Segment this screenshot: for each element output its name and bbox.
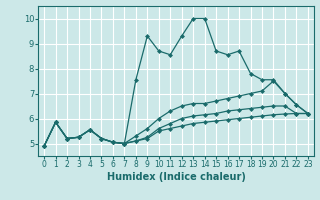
X-axis label: Humidex (Indice chaleur): Humidex (Indice chaleur) — [107, 172, 245, 182]
